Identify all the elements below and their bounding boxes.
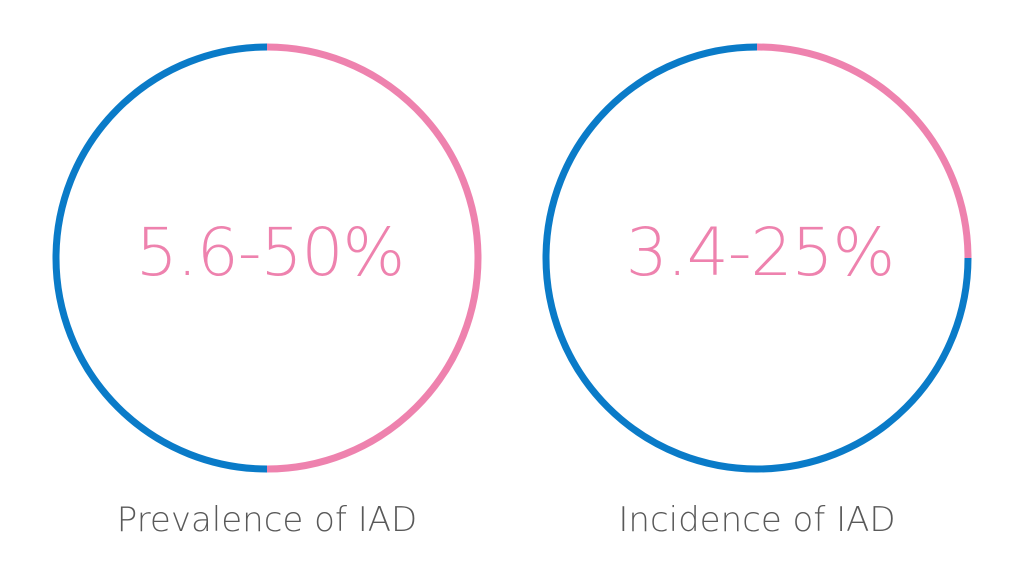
incidence-caption: Incidence of IAD bbox=[618, 500, 895, 540]
prevalence-caption: Prevalence of IAD bbox=[117, 500, 417, 540]
prevalence-ring-chart: 5.6-50% Prevalence of IAD bbox=[52, 43, 482, 540]
incidence-ring-segment-0 bbox=[756, 43, 972, 259]
prevalence-value-label: 5.6-50% bbox=[136, 214, 404, 291]
prevalence-ring bbox=[52, 43, 482, 473]
incidence-ring bbox=[542, 43, 972, 473]
incidence-ring-chart: 3.4-25% Incidence of IAD bbox=[542, 43, 972, 540]
prevalence-ring-segment-0 bbox=[266, 43, 482, 473]
incidence-ring-segment-1 bbox=[542, 43, 972, 473]
incidence-value-label: 3.4-25% bbox=[626, 214, 894, 291]
prevalence-ring-segment-1 bbox=[52, 43, 268, 473]
